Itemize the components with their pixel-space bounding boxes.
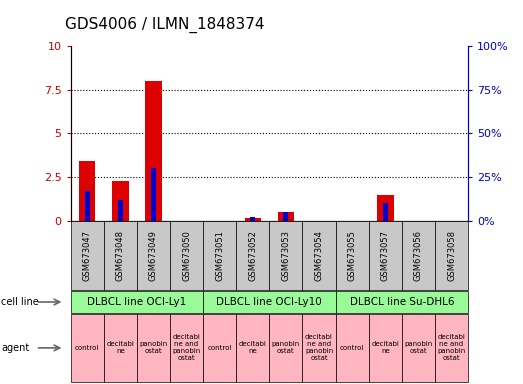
Text: DLBCL line OCI-Ly10: DLBCL line OCI-Ly10 bbox=[217, 297, 322, 307]
Text: control: control bbox=[340, 345, 365, 351]
Text: DLBCL line OCI-Ly1: DLBCL line OCI-Ly1 bbox=[87, 297, 187, 307]
Text: panobin
ostat: panobin ostat bbox=[272, 341, 300, 354]
Text: cell line: cell line bbox=[1, 297, 39, 307]
Text: GSM673049: GSM673049 bbox=[149, 230, 158, 281]
Text: decitabi
ne and
panobin
ostat: decitabi ne and panobin ostat bbox=[437, 334, 465, 361]
Bar bbox=[251, 217, 255, 221]
Bar bbox=[283, 212, 288, 221]
Bar bbox=[151, 169, 156, 221]
Text: panobin
ostat: panobin ostat bbox=[404, 341, 433, 354]
Text: agent: agent bbox=[1, 343, 29, 353]
Text: DLBCL line Su-DHL6: DLBCL line Su-DHL6 bbox=[349, 297, 454, 307]
Bar bbox=[278, 212, 294, 221]
Text: GSM673057: GSM673057 bbox=[381, 230, 390, 281]
Text: panobin
ostat: panobin ostat bbox=[139, 341, 167, 354]
Text: decitabi
ne and
panobin
ostat: decitabi ne and panobin ostat bbox=[173, 334, 201, 361]
Text: GSM673048: GSM673048 bbox=[116, 230, 125, 281]
Text: control: control bbox=[208, 345, 232, 351]
Text: decitabi
ne: decitabi ne bbox=[239, 341, 267, 354]
Text: GSM673047: GSM673047 bbox=[83, 230, 92, 281]
Text: GDS4006 / ILMN_1848374: GDS4006 / ILMN_1848374 bbox=[65, 17, 265, 33]
Bar bbox=[145, 81, 162, 221]
Text: GSM673052: GSM673052 bbox=[248, 230, 257, 281]
Bar bbox=[383, 204, 388, 221]
Bar bbox=[85, 191, 89, 221]
Text: GSM673055: GSM673055 bbox=[348, 230, 357, 281]
Text: GSM673058: GSM673058 bbox=[447, 230, 456, 281]
Text: GSM673051: GSM673051 bbox=[215, 230, 224, 281]
Text: decitabi
ne: decitabi ne bbox=[106, 341, 134, 354]
Text: control: control bbox=[75, 345, 99, 351]
Text: decitabi
ne: decitabi ne bbox=[371, 341, 399, 354]
Bar bbox=[118, 200, 123, 221]
Bar bbox=[112, 180, 129, 221]
Bar bbox=[79, 161, 95, 221]
Text: GSM673053: GSM673053 bbox=[281, 230, 290, 281]
Text: GSM673054: GSM673054 bbox=[314, 230, 324, 281]
Bar bbox=[377, 195, 393, 221]
Text: decitabi
ne and
panobin
ostat: decitabi ne and panobin ostat bbox=[305, 334, 333, 361]
Text: GSM673056: GSM673056 bbox=[414, 230, 423, 281]
Text: GSM673050: GSM673050 bbox=[182, 230, 191, 281]
Bar bbox=[244, 218, 261, 221]
